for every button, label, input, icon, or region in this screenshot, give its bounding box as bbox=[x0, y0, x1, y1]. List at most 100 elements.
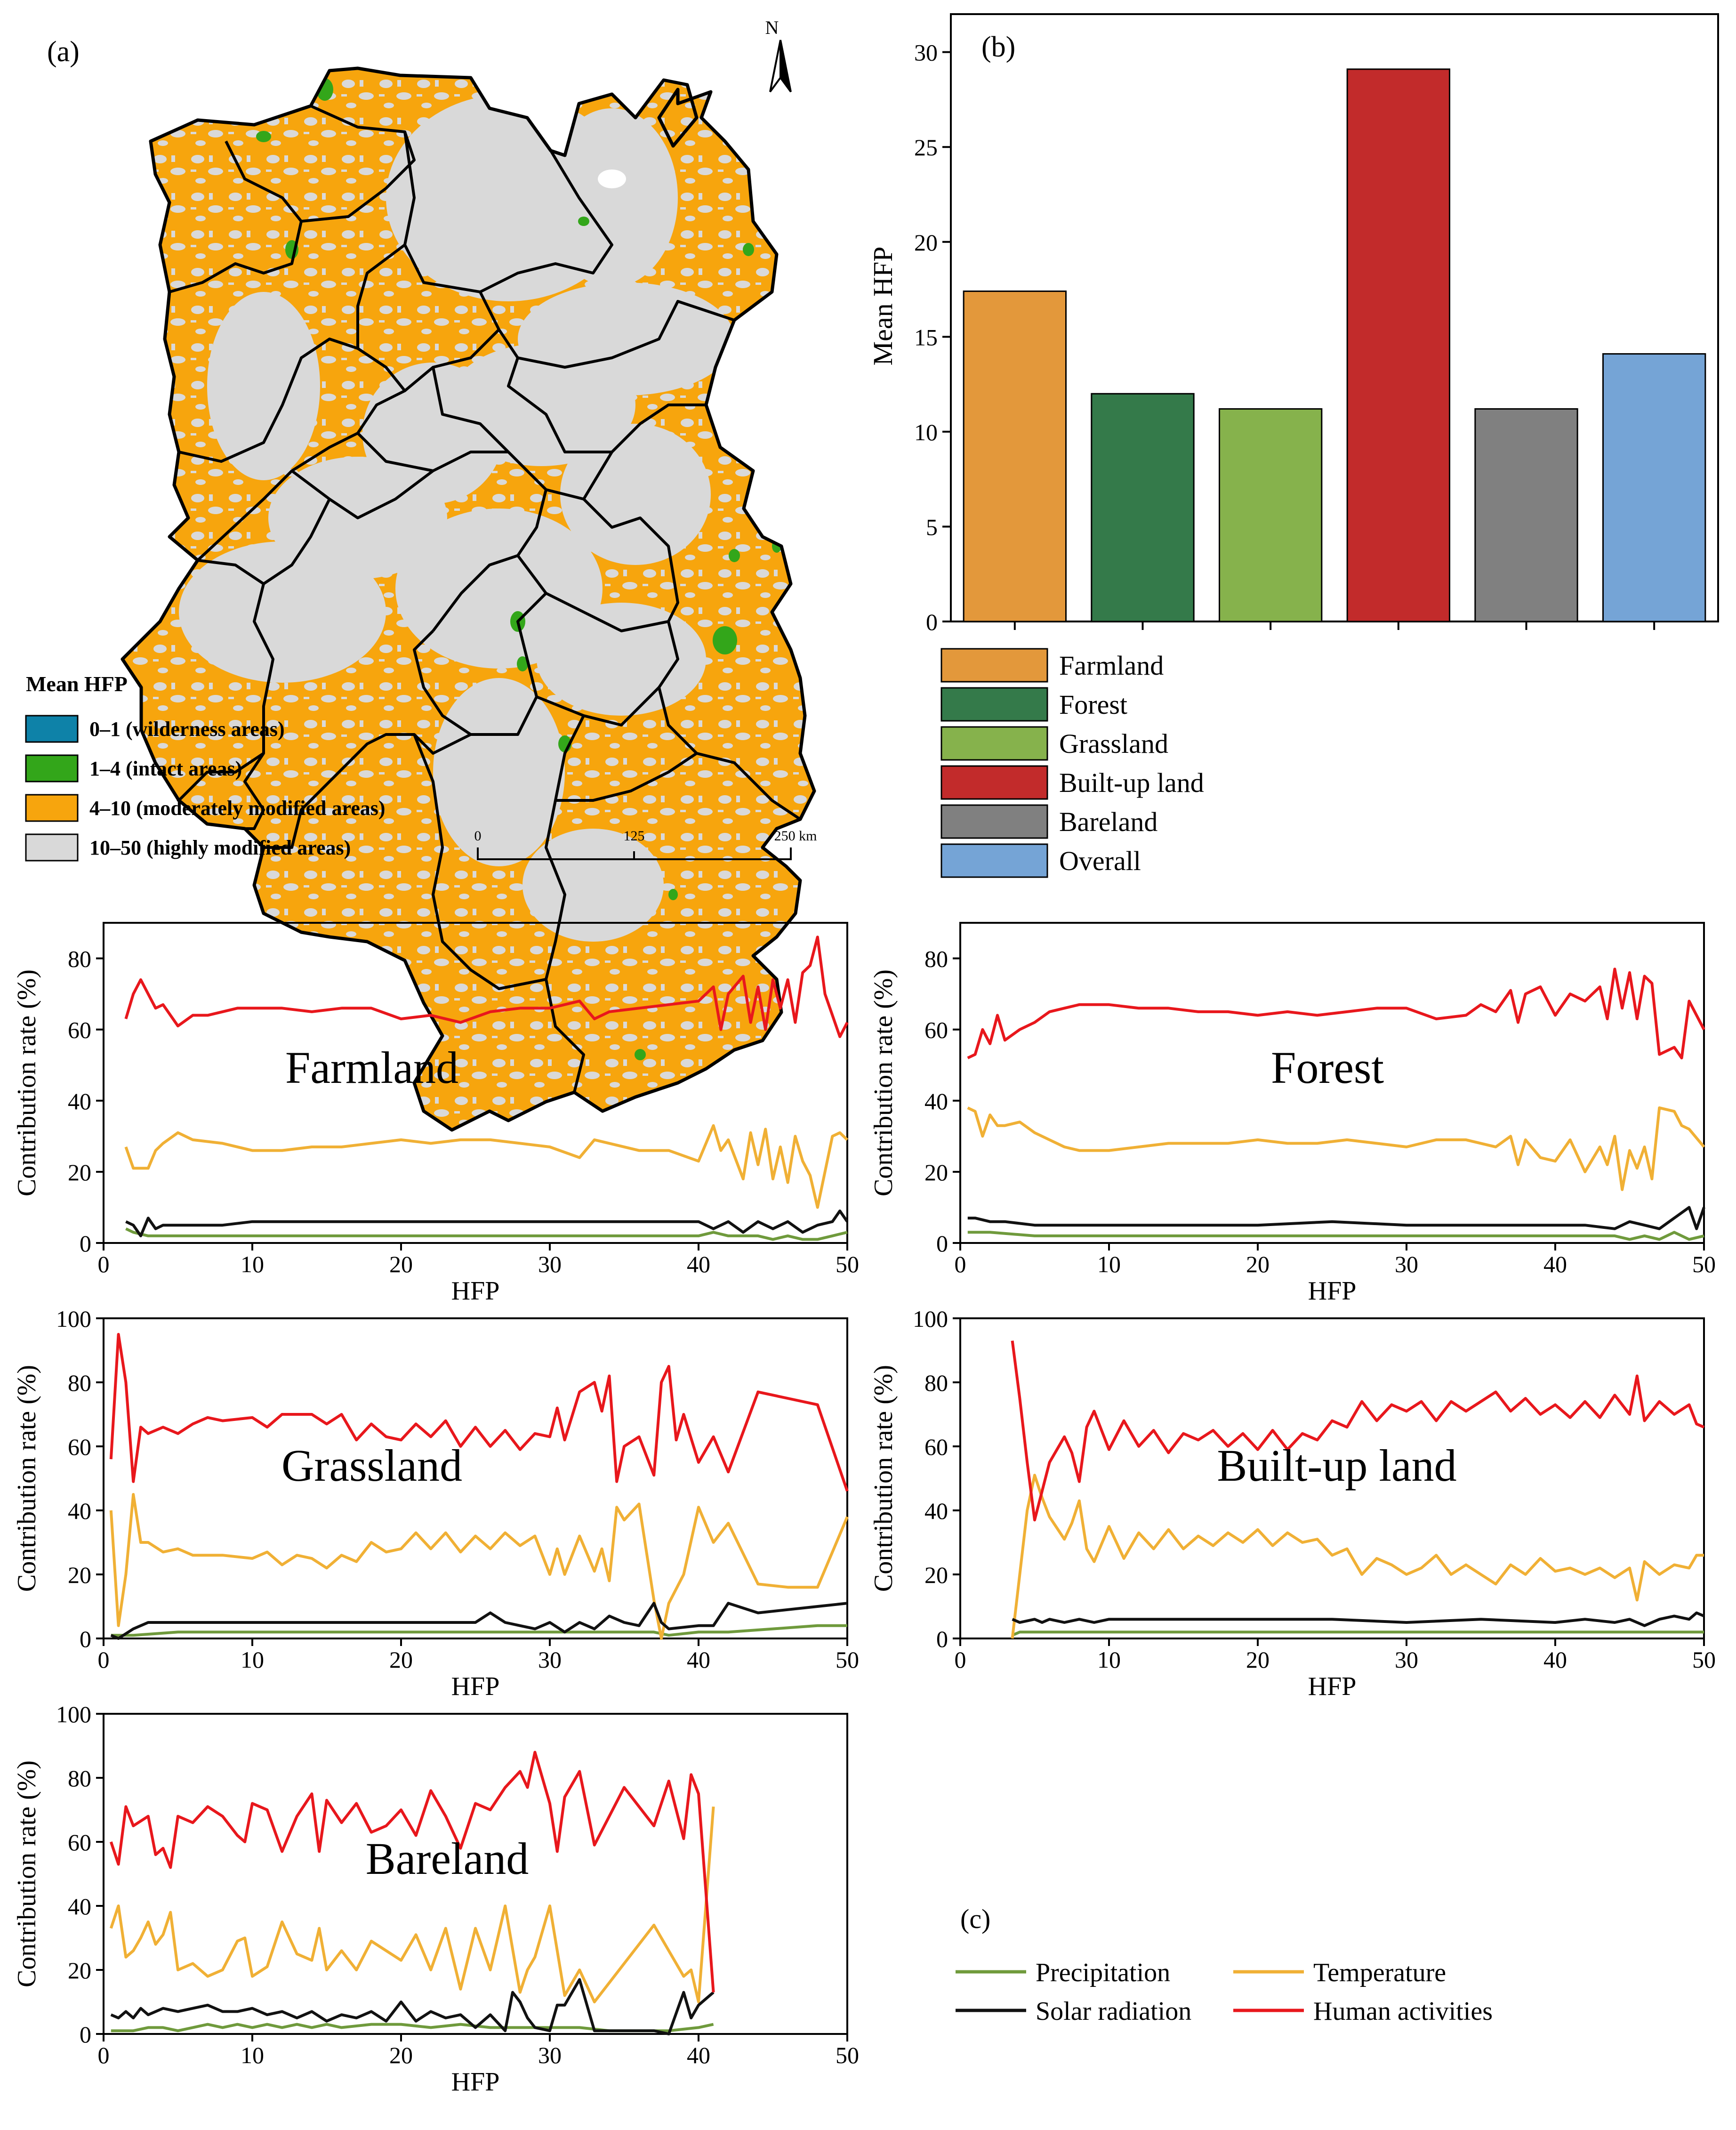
ytick-label: 80 bbox=[68, 1370, 91, 1396]
xtick-label: 50 bbox=[1692, 1251, 1716, 1277]
line-chart-grassland: 0 10 20 30 40 50 0 20 40 60 80 100 HFP Contribution r… bbox=[12, 1306, 859, 1701]
series-line-temperature bbox=[967, 1106, 1705, 1191]
legend-label-temperature: Temperature bbox=[1313, 1958, 1446, 1987]
ytick-label: 0 bbox=[936, 1626, 948, 1652]
ytick-label: 100 bbox=[913, 1306, 948, 1332]
chart-title: Grassland bbox=[281, 1440, 462, 1491]
ytick-label: 80 bbox=[68, 1765, 91, 1791]
province-map bbox=[121, 66, 816, 1132]
series-line-human bbox=[109, 1751, 715, 1993]
ytick-label: 80 bbox=[924, 946, 948, 972]
series-line-solar bbox=[1012, 1611, 1705, 1627]
panel-b-label: (b) bbox=[981, 31, 1015, 63]
series-line-solar bbox=[125, 1210, 849, 1237]
ytick-label: 100 bbox=[56, 1701, 91, 1727]
x-axis-label: HFP bbox=[451, 1672, 500, 1701]
xtick-label: 0 bbox=[98, 2042, 110, 2068]
xtick-label: 20 bbox=[389, 1251, 413, 1277]
legend-swatch-intact bbox=[25, 754, 79, 783]
panel-c-line-charts: 0 10 20 30 40 50 0 20 40 60 80 HFP Contribution rate… bbox=[12, 922, 1716, 2097]
line-chart-farmland: 0 10 20 30 40 50 0 20 40 60 80 HFP Contribution rate… bbox=[12, 922, 859, 1306]
bar-chart-bars bbox=[963, 68, 1706, 622]
series-line-solar bbox=[110, 1602, 848, 1640]
ytick-label: 20 bbox=[924, 1159, 948, 1186]
series-line-solar bbox=[110, 1978, 715, 2035]
legend-swatch-built-up-land bbox=[940, 765, 1048, 800]
ytick-label: 0 bbox=[80, 2021, 91, 2048]
panel-a-map: (a) N bbox=[25, 17, 817, 1132]
y-axis-label: Contribution rate (%) bbox=[12, 1365, 41, 1592]
xtick-label: 20 bbox=[1246, 1251, 1270, 1277]
y-axis-label: Contribution rate (%) bbox=[869, 969, 898, 1196]
series-line-temperature bbox=[1011, 1474, 1704, 1639]
legend-swatch-wilderness bbox=[25, 715, 79, 743]
ytick-label: 40 bbox=[68, 1088, 91, 1114]
legend-swatch-farmland bbox=[940, 648, 1048, 683]
ytick-label: 0 bbox=[936, 1230, 948, 1257]
bar-built-up-land bbox=[1346, 68, 1451, 622]
series-line-solar bbox=[967, 1206, 1705, 1230]
bar-chart-axes: 0 5 10 15 20 25 30 bbox=[914, 13, 1719, 635]
line-chart-forest: 0 10 20 30 40 50 0 20 40 60 80 HFP Contribution rate… bbox=[869, 922, 1716, 1306]
xtick-label: 10 bbox=[1097, 1251, 1121, 1277]
xtick-label: 40 bbox=[1543, 1646, 1567, 1673]
xtick-label: 50 bbox=[836, 1251, 859, 1277]
chart-title: Bareland bbox=[366, 1833, 529, 1884]
ytick-label: 80 bbox=[924, 1370, 948, 1396]
xtick-label: 10 bbox=[241, 2042, 264, 2068]
xtick-label: 50 bbox=[836, 2042, 859, 2068]
plot-frame bbox=[103, 922, 848, 1244]
xtick-label: 30 bbox=[1395, 1646, 1418, 1673]
xtick-label: 30 bbox=[538, 2042, 562, 2068]
north-arrow-icon: N bbox=[765, 17, 792, 93]
legend-swatch-moderate bbox=[25, 794, 79, 822]
ytick-label: 60 bbox=[68, 1017, 91, 1043]
series-line-precipitation bbox=[967, 1231, 1704, 1241]
xtick-label: 20 bbox=[389, 1646, 413, 1673]
legend-label-grassland: Grassland bbox=[1059, 728, 1168, 759]
bar-chart-ylabel: Mean HFP bbox=[868, 247, 898, 366]
scale-label-125: 125 bbox=[624, 828, 645, 844]
ytick-label: 40 bbox=[68, 1893, 91, 1920]
map-legend-title: Mean HFP bbox=[26, 672, 128, 696]
bar-ytick-label: 0 bbox=[926, 609, 938, 635]
y-axis-label: Contribution rate (%) bbox=[12, 969, 41, 1196]
legend-label-high: 10–50 (highly modified areas) bbox=[89, 836, 351, 859]
scale-label-0: 0 bbox=[474, 828, 482, 844]
bar-ytick-label: 5 bbox=[926, 514, 938, 540]
series-line-temperature bbox=[109, 1806, 715, 2003]
xtick-label: 0 bbox=[98, 1251, 110, 1277]
series-line-precipitation bbox=[111, 2023, 714, 2033]
xtick-label: 40 bbox=[687, 2042, 710, 2068]
legend-swatch-high bbox=[25, 833, 79, 862]
ytick-label: 60 bbox=[924, 1434, 948, 1460]
xtick-label: 30 bbox=[1395, 1251, 1418, 1277]
legend-label-farmland: Farmland bbox=[1059, 650, 1164, 681]
bar-ytick-label: 25 bbox=[914, 134, 938, 161]
bar-overall bbox=[1602, 353, 1706, 622]
ytick-label: 20 bbox=[68, 1562, 91, 1588]
xtick-label: 20 bbox=[389, 2042, 413, 2068]
xtick-label: 10 bbox=[241, 1251, 264, 1277]
x-axis-label: HFP bbox=[1308, 1276, 1357, 1306]
bar-ytick-label: 15 bbox=[914, 324, 938, 350]
series-line-precipitation bbox=[1012, 1630, 1704, 1637]
line-chart-bareland: 0 10 20 30 40 50 0 20 40 60 80 100 HFP Contribution r… bbox=[12, 1701, 859, 2097]
xtick-label: 40 bbox=[1543, 1251, 1567, 1277]
xtick-label: 50 bbox=[836, 1646, 859, 1673]
series-line-human bbox=[109, 1333, 849, 1492]
series-line-human bbox=[1011, 1340, 1705, 1522]
xtick-label: 20 bbox=[1246, 1646, 1270, 1673]
series-line-human bbox=[967, 968, 1705, 1060]
plot-frame bbox=[103, 1317, 848, 1639]
series-line-precipitation bbox=[111, 1624, 847, 1637]
series-line-precipitation bbox=[125, 1227, 848, 1241]
xtick-label: 40 bbox=[687, 1251, 710, 1277]
xtick-label: 10 bbox=[1097, 1646, 1121, 1673]
bar-ytick-label: 10 bbox=[914, 419, 938, 445]
ytick-label: 20 bbox=[68, 1957, 91, 1984]
xtick-label: 30 bbox=[538, 1646, 562, 1673]
legend-swatch-forest bbox=[940, 687, 1048, 722]
ytick-label: 20 bbox=[68, 1159, 91, 1186]
x-axis-label: HFP bbox=[451, 2067, 500, 2097]
